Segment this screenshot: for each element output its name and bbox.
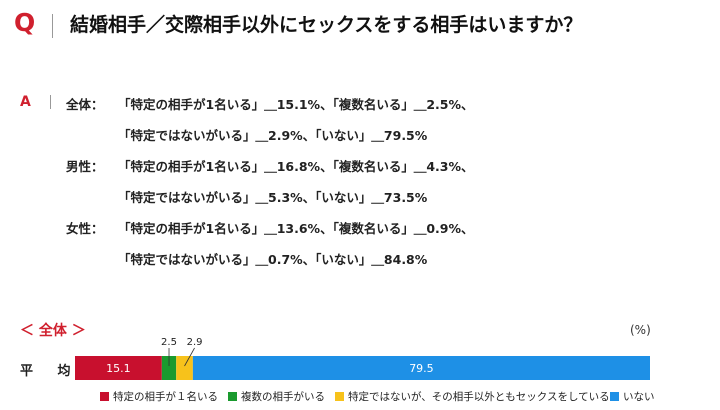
legend-swatch-1 <box>228 392 237 401</box>
legend-label-3: いない <box>623 391 655 403</box>
group-male-line1: 「特定の相手が1名いる」＿16.8%、「複数名いる」＿4.3%、 <box>118 159 474 174</box>
legend-swatch-3 <box>610 392 619 401</box>
leader-line-2 <box>184 347 195 367</box>
legend-item-3: いない <box>610 389 655 404</box>
answer-mark: A <box>20 94 31 110</box>
group-all-line1: 「特定の相手が1名いる」＿15.1%、「複数名いる」＿2.5%、 <box>118 97 474 112</box>
chart-title: ＜ 全体 ＞ <box>20 323 86 339</box>
answer-divider <box>50 95 51 109</box>
group-female-line1: 「特定の相手が1名いる」＿13.6%、「複数名いる」＿0.9%、 <box>118 221 474 236</box>
bar-data-label-1: 2.5 <box>161 337 177 348</box>
group-label-male: 男性： <box>66 159 104 174</box>
legend-label-1: 複数の相手がいる <box>241 391 325 403</box>
legend-label-0: 特定の相手が１名いる <box>113 391 218 403</box>
bar-segment-0 <box>75 356 162 380</box>
bar-data-label-2: 2.9 <box>187 337 203 348</box>
group-all-line2: 「特定ではないがいる」＿2.9%、「いない」＿79.5% <box>118 128 428 143</box>
legend-swatch-2 <box>335 392 344 401</box>
chart-legend: 特定の相手が１名いる 複数の相手がいる 特定ではないが、その相手以外ともセックスをし… <box>0 389 720 405</box>
question-divider <box>52 14 53 38</box>
legend-swatch-0 <box>100 392 109 401</box>
legend-item-2: 特定ではないが、その相手以外ともセックスをしている <box>335 389 610 404</box>
bar-segment-2 <box>176 356 193 380</box>
question-text: 結婚相手／交際相手以外にセックスをする相手はいますか？ <box>70 14 583 36</box>
legend-label-2: 特定ではないが、その相手以外ともセックスをしている <box>348 391 610 403</box>
group-male-line2: 「特定ではないがいる」＿5.3%、「いない」＿73.5% <box>118 190 428 205</box>
question-mark: Q <box>14 8 36 37</box>
bar-segment-3 <box>192 356 650 380</box>
unit-label: (%) <box>630 323 651 337</box>
bar-data-label-0: 15.1 <box>106 362 131 375</box>
group-female-line2: 「特定ではないがいる」＿0.7%、「いない」＿84.8% <box>118 252 428 267</box>
group-label-female: 女性： <box>66 221 104 236</box>
bar-segment-1 <box>161 356 177 380</box>
legend-item-0: 特定の相手が１名いる <box>100 389 218 404</box>
legend-item-1: 複数の相手がいる <box>228 389 325 404</box>
category-label: 平 均 <box>20 364 81 379</box>
bar-data-label-3: 79.5 <box>409 362 434 375</box>
group-label-all: 全体： <box>66 97 104 112</box>
